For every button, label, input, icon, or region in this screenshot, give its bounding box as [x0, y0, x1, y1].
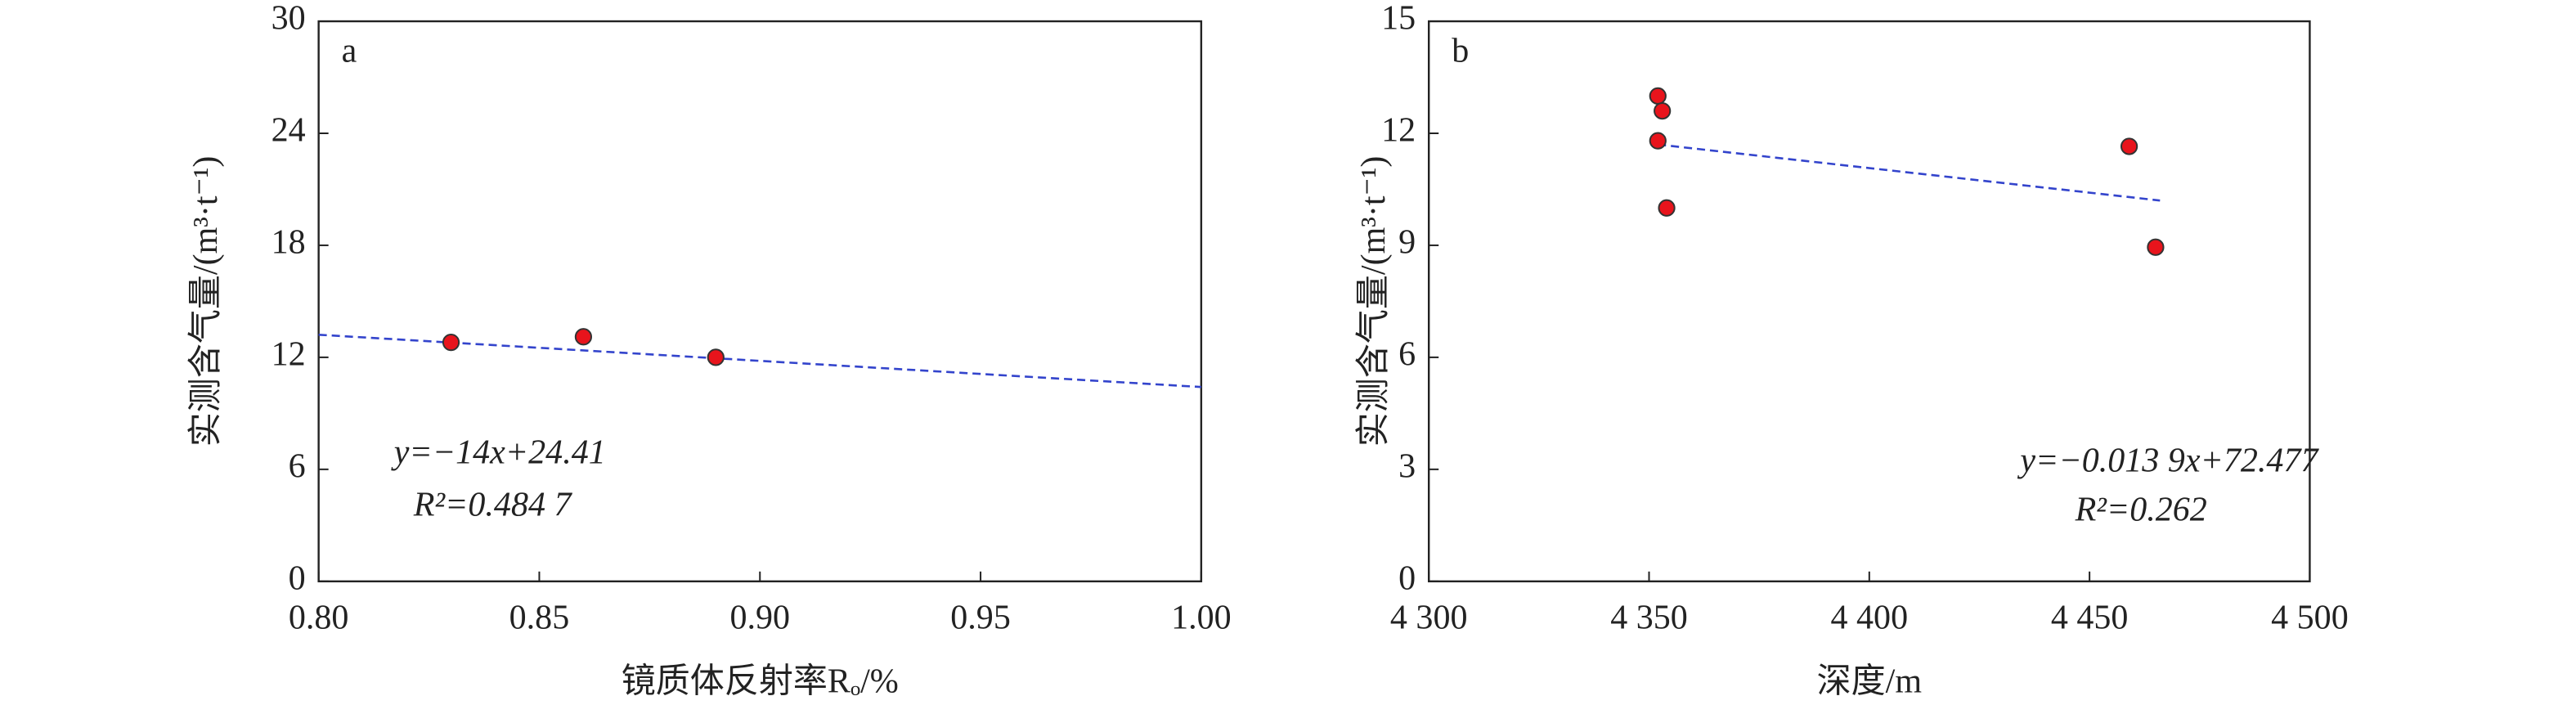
- panel-label: b: [1452, 33, 1469, 70]
- data-point: [442, 334, 460, 352]
- data-point: [1649, 87, 1667, 105]
- annotation: R²=0.484 7: [413, 486, 573, 523]
- y-tick-label: 9: [1398, 224, 1416, 262]
- x-tick-label: 1.00: [1171, 599, 1232, 637]
- x-tick-label: 4 350: [1610, 599, 1688, 637]
- data-point: [1658, 199, 1676, 217]
- data-point: [2147, 238, 2165, 256]
- x-axis-label: 深度/m: [1817, 663, 1923, 701]
- data-point: [707, 348, 725, 366]
- x-axis-label: 镜质体反射率Rₒ/%: [622, 662, 899, 701]
- annotation: y=−0.013 9x+72.477: [2017, 442, 2319, 479]
- annotation: R²=0.262: [2075, 491, 2207, 528]
- y-tick-label: 12: [1381, 112, 1416, 150]
- x-tick-label: 0.90: [729, 599, 790, 637]
- annotation: y=−14x+24.41: [391, 433, 606, 471]
- data-point: [574, 328, 593, 346]
- y-tick-label: 24: [272, 112, 306, 150]
- y-tick-label: 0: [289, 559, 306, 597]
- y-tick-label: 15: [1381, 0, 1416, 38]
- y-tick-label: 12: [272, 336, 306, 374]
- x-tick-label: 4 400: [1831, 599, 1909, 637]
- y-axis-label: 实测含气量/(m³·t⁻¹): [186, 156, 225, 447]
- data-point: [2120, 137, 2138, 155]
- y-tick-label: 3: [1398, 447, 1416, 485]
- panel-label: a: [342, 33, 357, 70]
- x-tick-label: 0.95: [950, 599, 1011, 637]
- trendline: [1658, 143, 2161, 202]
- x-tick-label: 4 500: [2271, 599, 2349, 637]
- x-tick-label: 4 300: [1390, 599, 1468, 637]
- x-tick-label: 4 450: [2051, 599, 2129, 637]
- y-tick-label: 6: [289, 447, 306, 485]
- y-tick-label: 18: [272, 224, 306, 262]
- y-axis-label: 实测含气量/(m³·t⁻¹): [1354, 156, 1393, 447]
- y-tick-label: 6: [1398, 336, 1416, 374]
- trendline: [318, 333, 1201, 388]
- y-tick-label: 0: [1398, 559, 1416, 597]
- x-tick-label: 0.85: [509, 599, 570, 637]
- y-tick-label: 30: [272, 0, 306, 38]
- x-tick-label: 0.80: [289, 599, 349, 637]
- data-point: [1654, 101, 1672, 120]
- data-point: [1649, 132, 1667, 150]
